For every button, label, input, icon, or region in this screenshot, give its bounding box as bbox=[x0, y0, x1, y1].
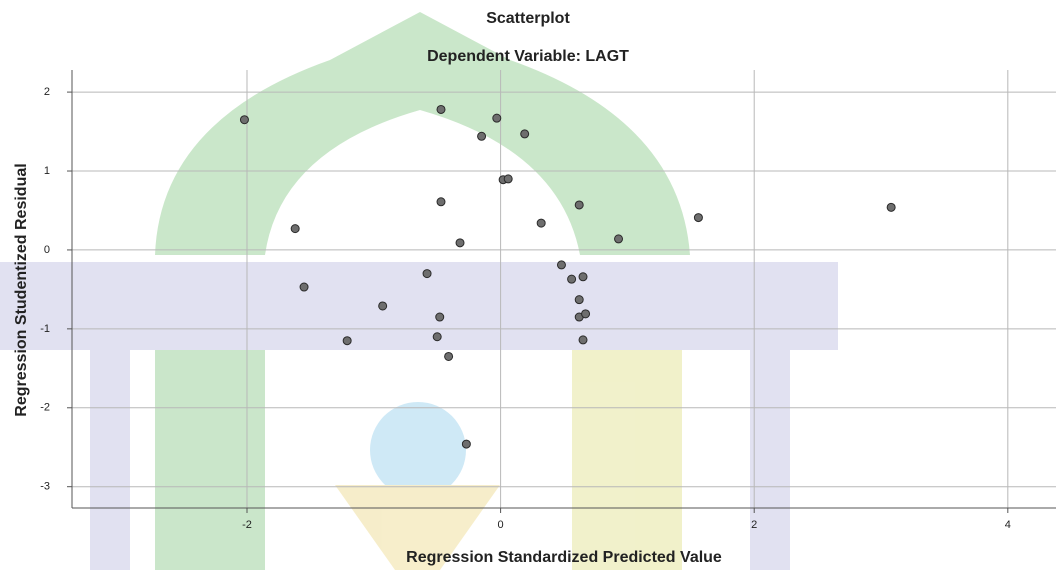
watermark-book bbox=[335, 485, 500, 570]
x-tick-label: 0 bbox=[498, 519, 504, 531]
x-tick-label: -2 bbox=[242, 519, 252, 531]
x-tick-label: 2 bbox=[751, 519, 757, 531]
y-tick-label: 1 bbox=[44, 165, 50, 177]
watermark-pillar bbox=[90, 350, 130, 570]
watermark bbox=[0, 12, 838, 570]
y-axis-title: Regression Studentized Residual bbox=[13, 163, 30, 416]
point bbox=[299, 282, 309, 292]
point bbox=[435, 312, 445, 322]
point bbox=[342, 336, 352, 346]
y-tick-label: -3 bbox=[40, 481, 50, 493]
watermark-arch bbox=[155, 12, 690, 255]
watermark-pillar bbox=[155, 350, 265, 570]
point bbox=[436, 104, 446, 114]
point bbox=[378, 301, 388, 311]
x-axis-title: Regression Standardized Predicted Value bbox=[406, 549, 722, 566]
point bbox=[290, 224, 300, 234]
point bbox=[556, 260, 566, 270]
y-tick-label: 0 bbox=[44, 244, 50, 256]
point bbox=[422, 269, 432, 279]
point bbox=[455, 238, 465, 248]
plot-area: -3 -2 -1 0 1 2 -2 0 2 4 bbox=[40, 70, 1056, 531]
point bbox=[693, 213, 703, 223]
y-tick-label: -1 bbox=[40, 323, 50, 335]
point bbox=[436, 197, 446, 207]
point bbox=[461, 439, 471, 449]
point bbox=[503, 174, 513, 184]
point bbox=[477, 131, 487, 141]
y-tick-label: 2 bbox=[44, 86, 50, 98]
point bbox=[581, 309, 591, 319]
watermark-band bbox=[0, 262, 838, 350]
chart-title: Scatterplot bbox=[486, 10, 570, 27]
x-tick-label: 4 bbox=[1005, 519, 1011, 531]
point bbox=[432, 332, 442, 342]
point bbox=[520, 129, 530, 139]
watermark-globe bbox=[370, 402, 466, 498]
point bbox=[574, 295, 584, 305]
point bbox=[536, 218, 546, 228]
point bbox=[492, 113, 502, 123]
point bbox=[886, 202, 896, 212]
watermark-pillar bbox=[572, 350, 682, 570]
point bbox=[578, 272, 588, 282]
chart-subtitle: Dependent Variable: LAGT bbox=[427, 48, 629, 65]
point bbox=[239, 115, 249, 125]
y-tick-label: -2 bbox=[40, 402, 50, 414]
point bbox=[444, 351, 454, 361]
watermark-pillar bbox=[750, 350, 790, 570]
point bbox=[578, 335, 588, 345]
point bbox=[574, 200, 584, 210]
point bbox=[567, 274, 577, 284]
point bbox=[614, 234, 624, 244]
